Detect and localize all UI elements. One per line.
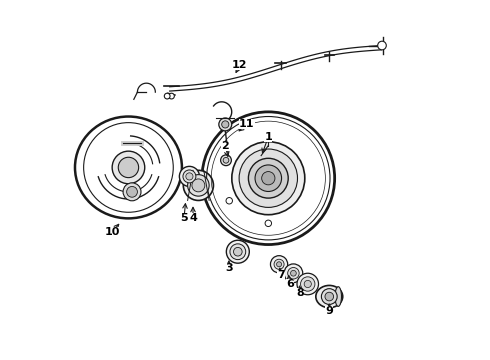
Text: 1: 1 [265,132,272,142]
Text: 7: 7 [277,270,285,280]
Circle shape [219,118,232,131]
Circle shape [232,142,305,215]
Circle shape [304,280,311,288]
Text: 2: 2 [221,141,229,151]
Text: 10: 10 [105,227,120,237]
Circle shape [288,267,299,279]
Circle shape [164,93,170,99]
Circle shape [183,170,214,201]
Circle shape [262,172,275,185]
Circle shape [291,270,296,276]
Circle shape [255,165,282,192]
Text: 5: 5 [180,213,188,222]
Circle shape [226,240,249,263]
Circle shape [265,220,271,226]
Circle shape [297,273,318,295]
Circle shape [234,247,242,256]
Circle shape [230,244,245,260]
Circle shape [274,259,284,269]
Circle shape [183,170,196,183]
Circle shape [192,179,205,192]
Ellipse shape [335,287,342,306]
Circle shape [284,264,303,283]
Circle shape [270,256,288,273]
Circle shape [221,121,229,128]
Circle shape [378,41,386,50]
Circle shape [248,158,288,198]
Circle shape [226,198,232,204]
Circle shape [325,292,334,301]
Text: 11: 11 [239,120,254,129]
Circle shape [300,277,315,291]
Circle shape [202,112,335,244]
Text: 4: 4 [189,213,197,222]
Ellipse shape [75,117,182,219]
Circle shape [188,175,209,196]
Circle shape [276,262,282,267]
Circle shape [112,151,145,184]
Text: 9: 9 [325,306,333,316]
Circle shape [126,186,137,197]
Circle shape [239,149,297,207]
Ellipse shape [316,285,343,308]
Circle shape [123,183,141,201]
Text: 12: 12 [232,60,247,70]
Circle shape [179,166,199,186]
Circle shape [118,157,139,177]
Text: 8: 8 [297,288,304,298]
Text: 3: 3 [225,263,233,273]
Circle shape [186,173,193,180]
Circle shape [321,289,337,305]
Text: 6: 6 [286,279,294,289]
Circle shape [223,157,229,163]
Circle shape [220,155,231,166]
Circle shape [169,93,174,99]
